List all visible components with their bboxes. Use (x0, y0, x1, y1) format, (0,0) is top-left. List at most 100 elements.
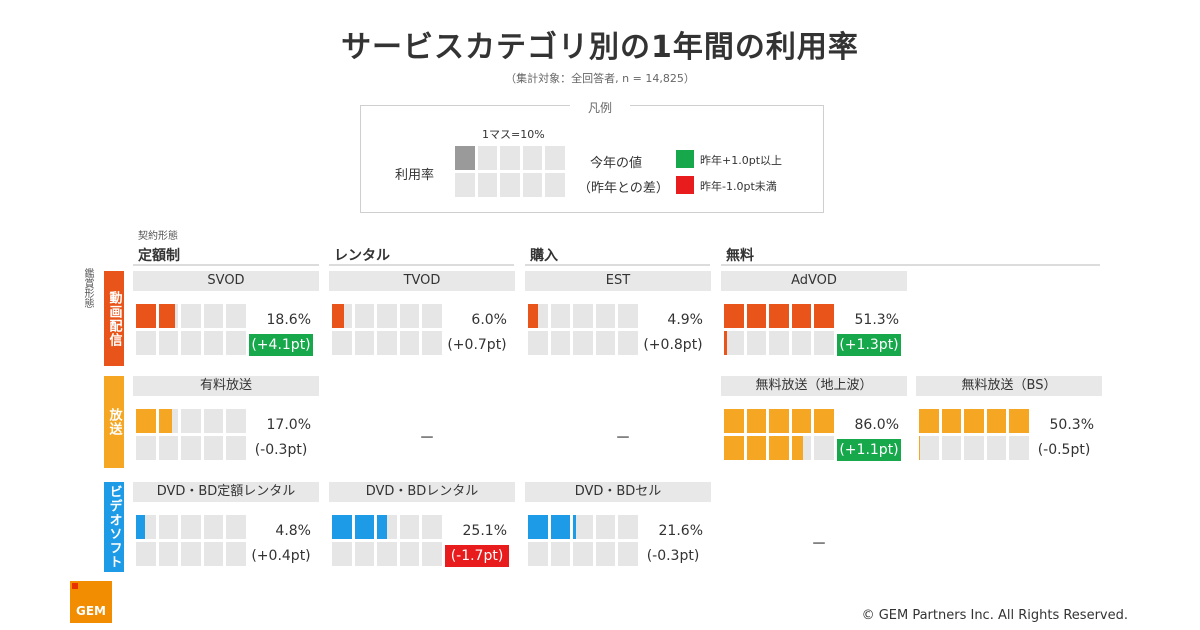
service-name: DVD・BDレンタル (329, 482, 515, 502)
service-grid-cell (136, 331, 156, 355)
service-grid-cell (158, 409, 178, 433)
service-grid-cell (769, 436, 789, 460)
service-grid-cell (724, 409, 744, 433)
service-diff: (-0.3pt) (254, 442, 308, 458)
row-header: 動画配信 (104, 271, 124, 366)
service-grid-cell (528, 304, 548, 328)
service-grid-cell (203, 436, 223, 460)
legend-sample-cell (477, 173, 497, 197)
service-grid-cell (181, 304, 201, 328)
service-grid-cell (746, 436, 766, 460)
row-header: ビデオソフト (104, 482, 124, 572)
service-grid-cell (769, 304, 789, 328)
service-value: 4.9% (667, 312, 703, 328)
service-name: 有料放送 (133, 376, 319, 396)
column-header-line (133, 264, 319, 266)
service-diff: (+0.4pt) (251, 548, 311, 564)
service-name: 無料放送（BS） (916, 376, 1102, 396)
service-grid-cell-fill (158, 409, 173, 433)
service-grid-cell (203, 515, 223, 539)
service-grid-cell (573, 331, 593, 355)
service-grid-cell (941, 409, 961, 433)
service-grid-cell (422, 542, 442, 566)
service-grid-cell-fill (791, 436, 804, 460)
no-data-dash: － (615, 428, 632, 447)
service-value: 86.0% (854, 417, 899, 433)
service-grid-cell (226, 304, 246, 328)
service-name: EST (525, 271, 711, 291)
service-value: 4.8% (275, 523, 311, 539)
service-grid-cell-fill (769, 436, 789, 460)
service-grid-cell (226, 436, 246, 460)
service-diff: (-0.5pt) (1037, 442, 1091, 458)
service-grid-cell-fill (136, 304, 156, 328)
service-grid-cell (595, 304, 615, 328)
service-grid-cell (181, 331, 201, 355)
legend-sample-cell (455, 173, 475, 197)
service-grid-cell (422, 515, 442, 539)
legend-sample-cell (545, 146, 565, 170)
service-grid-cell-fill (814, 409, 834, 433)
service-grid-cell (181, 542, 201, 566)
legend-sample-cell (477, 146, 497, 170)
service-grid-cell (746, 409, 766, 433)
service-grid-cell (158, 304, 178, 328)
service-grid-cell (550, 304, 570, 328)
service-diff: (+0.7pt) (447, 337, 507, 353)
service-grid-cell (354, 515, 374, 539)
legend-green-swatch (676, 150, 694, 168)
service-grid-cell-fill (919, 409, 939, 433)
service-diff: (+4.1pt) (249, 334, 313, 356)
legend-value-label: 今年の値 (590, 156, 643, 171)
service-grid-cell-fill (791, 409, 811, 433)
service-grid-cell (618, 331, 638, 355)
service-grid-cell (964, 436, 984, 460)
service-name: TVOD (329, 271, 515, 291)
service-grid-cell (136, 542, 156, 566)
no-data-dash: － (811, 534, 828, 553)
chart-subtitle: （集計対象：全回答者, n = 14,825） (505, 72, 695, 85)
service-grid-cell (573, 304, 593, 328)
service-grid-cell (332, 331, 352, 355)
service-value: 21.6% (658, 523, 703, 539)
service-grid-cell (203, 331, 223, 355)
service-grid-cell (332, 304, 352, 328)
column-header-line (525, 264, 710, 266)
service-grid-cell (791, 409, 811, 433)
legend-sample-cell (522, 173, 542, 197)
legend-title: 凡例 (570, 99, 630, 116)
service-diff: (-0.3pt) (646, 548, 700, 564)
service-grid-cell (618, 304, 638, 328)
legend-rate-label: 利用率 (395, 168, 435, 183)
service-diff: (+1.1pt) (837, 439, 901, 461)
service-grid-cell (377, 331, 397, 355)
service-grid-cell (377, 304, 397, 328)
service-grid-cell-fill (746, 436, 766, 460)
service-grid-cell (550, 331, 570, 355)
column-header: 無料 (726, 248, 754, 264)
gem-logo-mark (72, 583, 78, 589)
service-grid-cell (528, 542, 548, 566)
service-name: AdVOD (721, 271, 907, 291)
service-name: DVD・BD定額レンタル (133, 482, 319, 502)
service-grid-cell (573, 515, 593, 539)
service-grid-cell (158, 436, 178, 460)
service-grid-cell (618, 515, 638, 539)
chart-title: サービスカテゴリ別の1年間の利用率 (341, 30, 859, 65)
service-grid-cell (158, 542, 178, 566)
service-grid-cell (941, 436, 961, 460)
service-grid-cell (964, 409, 984, 433)
service-grid-cell (354, 542, 374, 566)
service-grid-cell (746, 304, 766, 328)
service-grid-cell (1009, 436, 1029, 460)
service-grid-cell (226, 409, 246, 433)
service-grid-cell (791, 331, 811, 355)
service-grid-cell (203, 304, 223, 328)
service-grid-cell (158, 515, 178, 539)
service-grid-cell (1009, 409, 1029, 433)
service-grid-cell (769, 331, 789, 355)
service-grid-cell-fill (724, 331, 727, 355)
service-grid-cell (377, 515, 397, 539)
service-grid-cell-fill (354, 515, 374, 539)
